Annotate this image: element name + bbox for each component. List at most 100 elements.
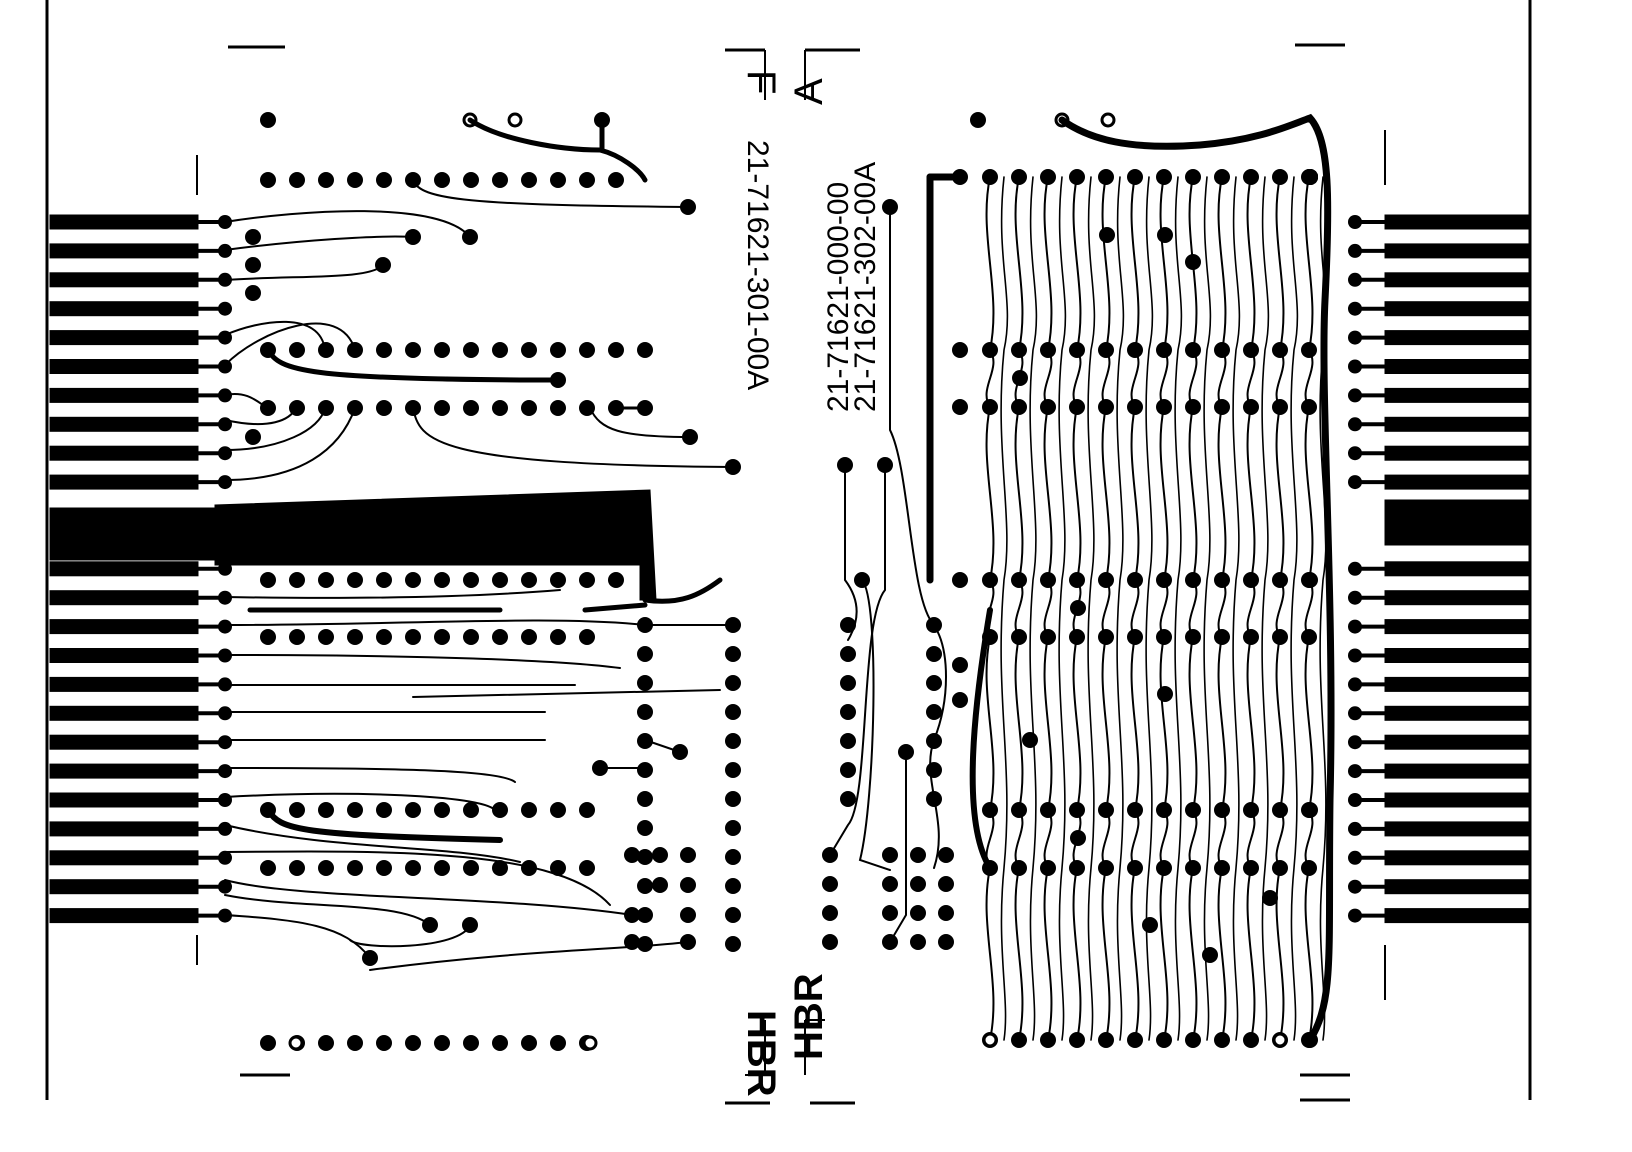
solder-pad [840, 675, 856, 691]
solder-pad [608, 342, 624, 358]
trace [224, 914, 371, 959]
solder-pad [245, 257, 261, 273]
solder-pad [347, 629, 363, 645]
edge-finger-left [49, 821, 199, 837]
edge-finger-right [1384, 763, 1529, 779]
trace [929, 624, 947, 869]
solder-pad [405, 1035, 421, 1051]
solder-pad [376, 400, 392, 416]
left-maker-label: HBR [739, 1010, 783, 1097]
solder-pad [680, 877, 696, 893]
trace [349, 924, 471, 948]
solder-pad [376, 860, 392, 876]
solder-pad [1012, 370, 1028, 386]
solder-pad [550, 342, 566, 358]
solder-pad [725, 646, 741, 662]
solder-pad [608, 572, 624, 588]
solder-pad [376, 572, 392, 588]
solder-pad [463, 802, 479, 818]
solder-pad [952, 342, 968, 358]
edge-finger-right [1384, 387, 1529, 403]
solder-pad [260, 860, 276, 876]
solder-pad [492, 172, 508, 188]
trace [412, 689, 721, 698]
trace [224, 235, 414, 251]
ground-finger-right [1384, 499, 1529, 546]
solder-pad [318, 1035, 334, 1051]
solder-pad [725, 820, 741, 836]
solder-pad [289, 802, 305, 818]
edge-finger-left [49, 792, 199, 808]
solder-pad [463, 572, 479, 588]
edge-finger-left [49, 908, 199, 924]
solder-pad [550, 629, 566, 645]
solder-pad [637, 849, 653, 865]
edge-finger-left [49, 359, 199, 374]
edge-finger-right [1384, 214, 1529, 230]
solder-pad [521, 400, 537, 416]
trace [224, 393, 269, 409]
edge-finger-right [1384, 705, 1529, 721]
signal-trace [1174, 176, 1183, 1041]
trace [858, 579, 891, 871]
solder-pad [882, 876, 898, 892]
solder-pad [521, 802, 537, 818]
edge-finger-right [1384, 879, 1529, 895]
solder-pad [550, 1035, 566, 1051]
edge-finger-right [1384, 908, 1529, 924]
solder-pad [579, 629, 595, 645]
edge-finger-right [1384, 648, 1529, 663]
edge-finger-left [49, 301, 199, 317]
solder-pad [680, 907, 696, 923]
ground-plane [214, 489, 657, 601]
solder-pad [405, 629, 421, 645]
solder-pad [492, 572, 508, 588]
solder-pad [521, 172, 537, 188]
solder-pad [289, 342, 305, 358]
edge-finger-left [49, 850, 199, 866]
solder-pad [260, 629, 276, 645]
solder-pad [1099, 227, 1115, 243]
solder-pad [579, 572, 595, 588]
signal-trace [1145, 176, 1154, 1041]
edge-finger-right [1384, 850, 1529, 866]
left-letter: F [739, 70, 783, 94]
trace [224, 654, 621, 669]
solder-pad [434, 400, 450, 416]
signal-trace [1159, 176, 1169, 1041]
solder-pad [260, 1035, 276, 1051]
solder-pad [637, 646, 653, 662]
edge-finger-left [49, 879, 199, 895]
solder-pad [289, 172, 305, 188]
solder-pad [910, 847, 926, 863]
solder-pad [492, 400, 508, 416]
solder-pad [245, 229, 261, 245]
solder-pad [725, 849, 741, 865]
signal-trace [1188, 176, 1198, 1041]
solder-pad [938, 847, 954, 863]
solder-pad [376, 629, 392, 645]
trace [829, 464, 886, 856]
solder-pad [637, 907, 653, 923]
solder-pad [463, 400, 479, 416]
left-part-number: 21-71621-301-00A [741, 140, 774, 390]
solder-pad [579, 342, 595, 358]
right-maker-label: HBR [787, 973, 831, 1060]
solder-pad [318, 860, 334, 876]
solder-pad [289, 629, 305, 645]
solder-pad [652, 877, 668, 893]
solder-pad [463, 860, 479, 876]
trace [582, 602, 648, 613]
solder-pad [840, 762, 856, 778]
solder-pad [1022, 732, 1038, 748]
edge-finger-right [1384, 330, 1529, 346]
solder-pad [725, 907, 741, 923]
edge-finger-right [1384, 474, 1529, 490]
via-hole [507, 112, 523, 128]
edge-finger-right [1384, 590, 1529, 606]
solder-pad [725, 704, 741, 720]
solder-pad [725, 733, 741, 749]
trace [412, 179, 689, 208]
via-hole [982, 1032, 998, 1048]
solder-pad [952, 657, 968, 673]
